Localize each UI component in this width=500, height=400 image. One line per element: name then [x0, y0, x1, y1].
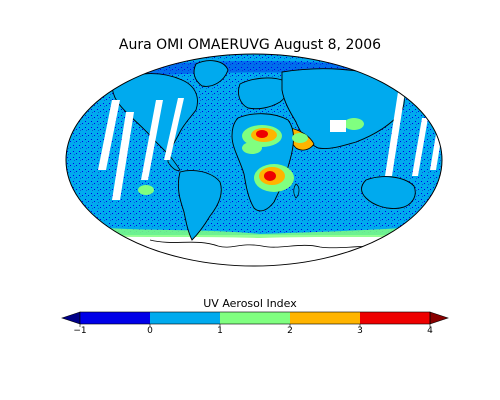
aerosol-hotspots [138, 118, 364, 195]
colorbar-tick-label: 3 [357, 326, 363, 336]
south-america [177, 170, 222, 241]
colorbar-tick-label: 2 [287, 326, 293, 336]
map-title: Aura OMI OMAERUVG August 8, 2006 [118, 37, 382, 53]
map-boundary [65, 53, 443, 267]
colorbar-bin-1-2 [220, 312, 290, 324]
colorbar-tick-marks [79, 324, 431, 327]
swath-gaps [98, 92, 442, 200]
colorbar-tick-label: −1 [73, 326, 87, 336]
southern-ocean-band [80, 226, 430, 238]
antarctica-coastline [149, 239, 381, 249]
australia [361, 176, 416, 209]
madagascar [293, 183, 300, 199]
colorbar-tick-label: 1 [217, 326, 223, 336]
colorbar-bin-3-4 [360, 312, 430, 324]
arctic-band [110, 61, 400, 80]
antarctica-no-data [66, 235, 442, 266]
greenland [193, 60, 229, 87]
colorbar [61, 311, 449, 327]
colorbar-bin-0-1 [150, 312, 220, 324]
colorbar-over-arrow [429, 311, 449, 325]
colorbar-frame [79, 311, 431, 325]
colorbar-label: UV Aerosol Index [203, 297, 297, 310]
central-america [167, 153, 181, 171]
colorbar-bin-2-3 [290, 312, 360, 324]
map-globe [66, 54, 442, 266]
colorbar-bin-neg1-0 [80, 312, 150, 324]
europe [237, 77, 288, 110]
colorbar-tick-label: 4 [427, 326, 433, 336]
colorbar-tick-label: 0 [147, 326, 153, 336]
colorbar-under-arrow [61, 311, 81, 325]
